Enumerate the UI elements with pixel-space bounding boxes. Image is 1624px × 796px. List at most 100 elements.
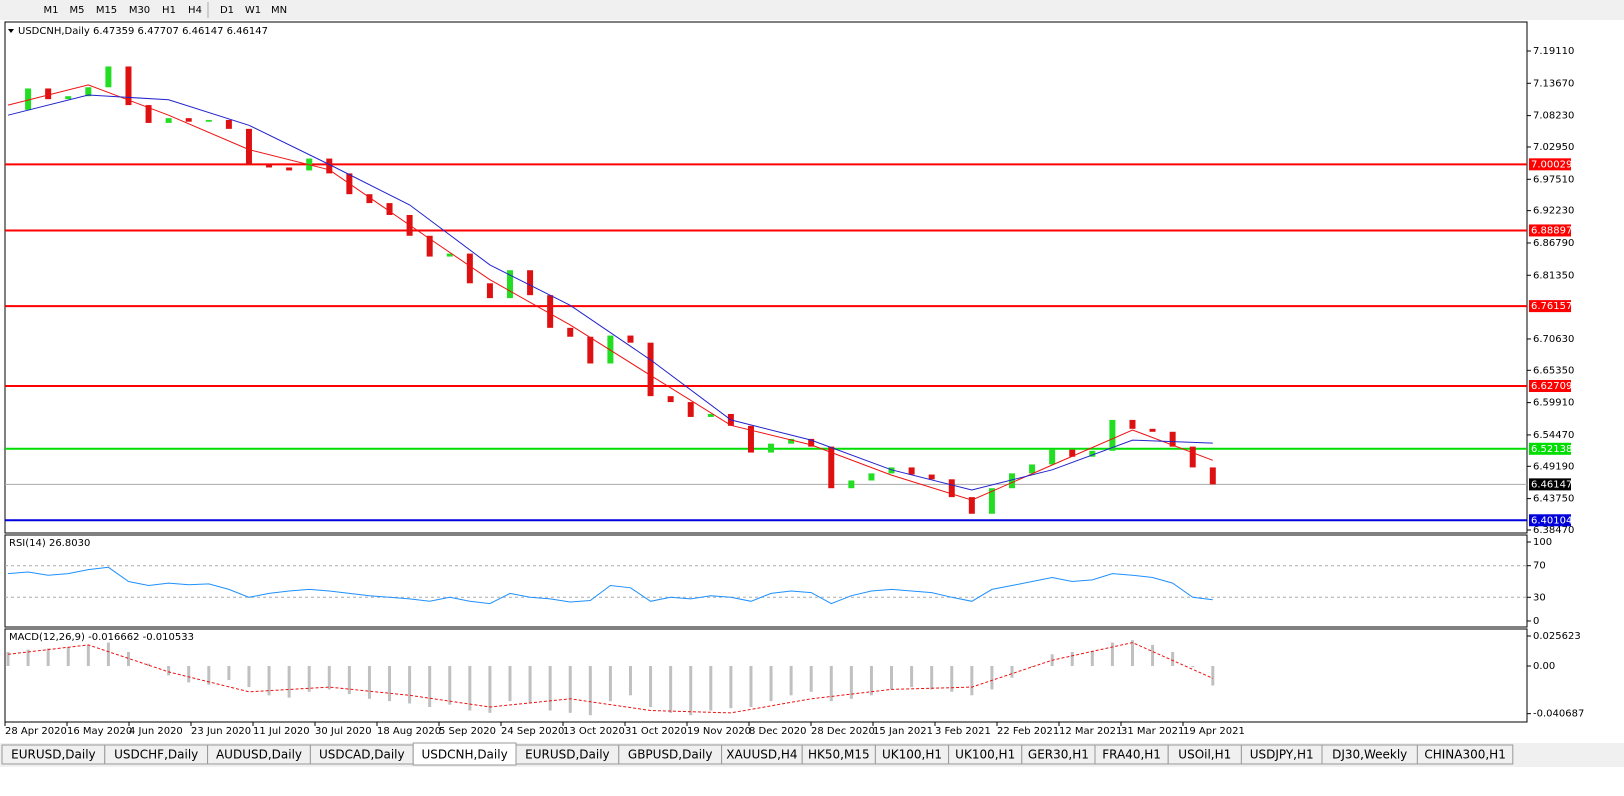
macd-bar: [829, 666, 833, 702]
tab[interactable]: USDCNH,Daily: [412, 742, 517, 766]
candle: [647, 342, 654, 397]
tab[interactable]: AUDUSD,Daily: [207, 744, 311, 765]
candle: [1169, 431, 1176, 447]
candle: [1189, 446, 1196, 468]
candle: [607, 335, 614, 364]
candle: [266, 164, 273, 168]
timeframe-button[interactable]: MN: [271, 5, 287, 16]
tab-label: GBPUSD,Daily: [628, 748, 713, 762]
macd-bar: [347, 666, 351, 695]
timeframe-button[interactable]: M5: [70, 5, 85, 16]
tab-label: XAUUSD,H4: [726, 748, 797, 762]
tab[interactable]: EURUSD,Daily: [1, 744, 106, 765]
tab[interactable]: GER30,H1: [1021, 744, 1096, 765]
tab[interactable]: XAUUSD,H4: [721, 744, 803, 765]
candle: [366, 194, 373, 204]
macd-bar: [649, 666, 653, 708]
tab-label: UK100,H1: [882, 748, 942, 762]
tab[interactable]: UK100,H1: [948, 744, 1023, 765]
tab[interactable]: USDCHF,Daily: [104, 744, 209, 765]
candle: [145, 105, 152, 123]
macd-bar: [287, 666, 291, 698]
macd-bar: [448, 666, 452, 705]
x-tick-label: 3 Feb 2021: [935, 726, 991, 737]
x-tick-label: 28 Dec 2020: [811, 726, 875, 737]
macd-bar: [1191, 666, 1195, 668]
macd-bar: [950, 666, 954, 692]
candle: [1049, 449, 1056, 465]
tab[interactable]: USDJPY,H1: [1240, 744, 1323, 765]
macd-bar: [528, 666, 532, 704]
tab-label: USDCAD,Daily: [319, 748, 405, 762]
tab[interactable]: FRA40,H1: [1094, 744, 1169, 765]
candle: [507, 270, 513, 299]
candle: [868, 473, 875, 481]
macd-bar: [1211, 666, 1215, 686]
tab[interactable]: CHINA300,H1: [1416, 744, 1514, 765]
tab[interactable]: DJ30,Weekly: [1321, 744, 1418, 765]
candle: [205, 119, 212, 122]
timeframe-button[interactable]: M15: [96, 5, 117, 16]
tab[interactable]: HK50,M15: [801, 744, 876, 765]
tab-label: FRA40,H1: [1102, 748, 1161, 762]
rsi-line: [7, 566, 1213, 605]
macd-bar: [970, 666, 974, 696]
timeframe-button[interactable]: M30: [129, 5, 150, 16]
candle: [225, 119, 232, 129]
candle: [848, 480, 855, 489]
candle: [185, 118, 192, 122]
macd-bar: [910, 666, 914, 688]
candle: [1009, 473, 1015, 489]
y-tick-label: 30: [1533, 592, 1546, 603]
y-tick-label: 6.86790: [1533, 238, 1574, 249]
candle: [466, 253, 473, 284]
macd-bar: [1070, 651, 1074, 667]
tab[interactable]: UK100,H1: [874, 744, 950, 765]
tab-label: EURUSD,Daily: [11, 748, 96, 762]
candle: [968, 497, 975, 514]
macd-bar: [849, 666, 853, 699]
tab[interactable]: USDCAD,Daily: [309, 744, 414, 765]
macd-bar: [628, 666, 632, 696]
level-label-bg: [1529, 514, 1571, 527]
level-label-bg: [1529, 300, 1571, 313]
macd-bar: [930, 666, 934, 690]
tab[interactable]: USOil,H1: [1167, 744, 1242, 765]
timeframe-button[interactable]: W1: [245, 5, 261, 16]
y-tick-label: 7.19110: [1533, 46, 1574, 57]
y-tick-label: 6.38470: [1533, 525, 1574, 536]
timeframe-button[interactable]: M1: [44, 5, 59, 16]
tab-label: UK100,H1: [955, 748, 1015, 762]
timeframe-button[interactable]: H1: [162, 5, 176, 16]
macd-bar: [869, 666, 873, 696]
x-tick-label: 23 Jun 2020: [191, 726, 251, 737]
timeframe-button[interactable]: H4: [188, 5, 202, 16]
header-arrow: [8, 29, 14, 33]
y-tick-label: 6.65350: [1533, 365, 1574, 376]
y-tick-label: 0.00: [1533, 661, 1555, 672]
tab[interactable]: GBPUSD,Daily: [618, 744, 723, 765]
macd-bar: [508, 666, 512, 702]
macd-bar: [990, 666, 994, 690]
tab[interactable]: EURUSD,Daily: [515, 744, 620, 765]
candle: [165, 118, 172, 123]
macd-bar: [408, 666, 412, 704]
macd-bar: [568, 666, 572, 713]
macd-bar: [6, 651, 10, 667]
y-tick-label: 6.43750: [1533, 494, 1574, 505]
candle: [567, 327, 574, 337]
y-tick-label: 70: [1533, 561, 1546, 572]
y-tick-label: 6.49190: [1533, 461, 1574, 472]
candle: [687, 402, 694, 417]
candle: [25, 88, 32, 110]
tab-bg: [1416, 744, 1514, 765]
candle: [627, 335, 634, 343]
candle: [1209, 467, 1216, 485]
y-tick-label: 7.02950: [1533, 142, 1574, 153]
timeframe-button[interactable]: D1: [220, 5, 234, 16]
x-tick-label: 4 Jun 2020: [129, 726, 183, 737]
macd-bar: [468, 666, 472, 711]
toolbar: [0, 0, 1624, 20]
x-tick-label: 11 Jul 2020: [253, 726, 310, 737]
